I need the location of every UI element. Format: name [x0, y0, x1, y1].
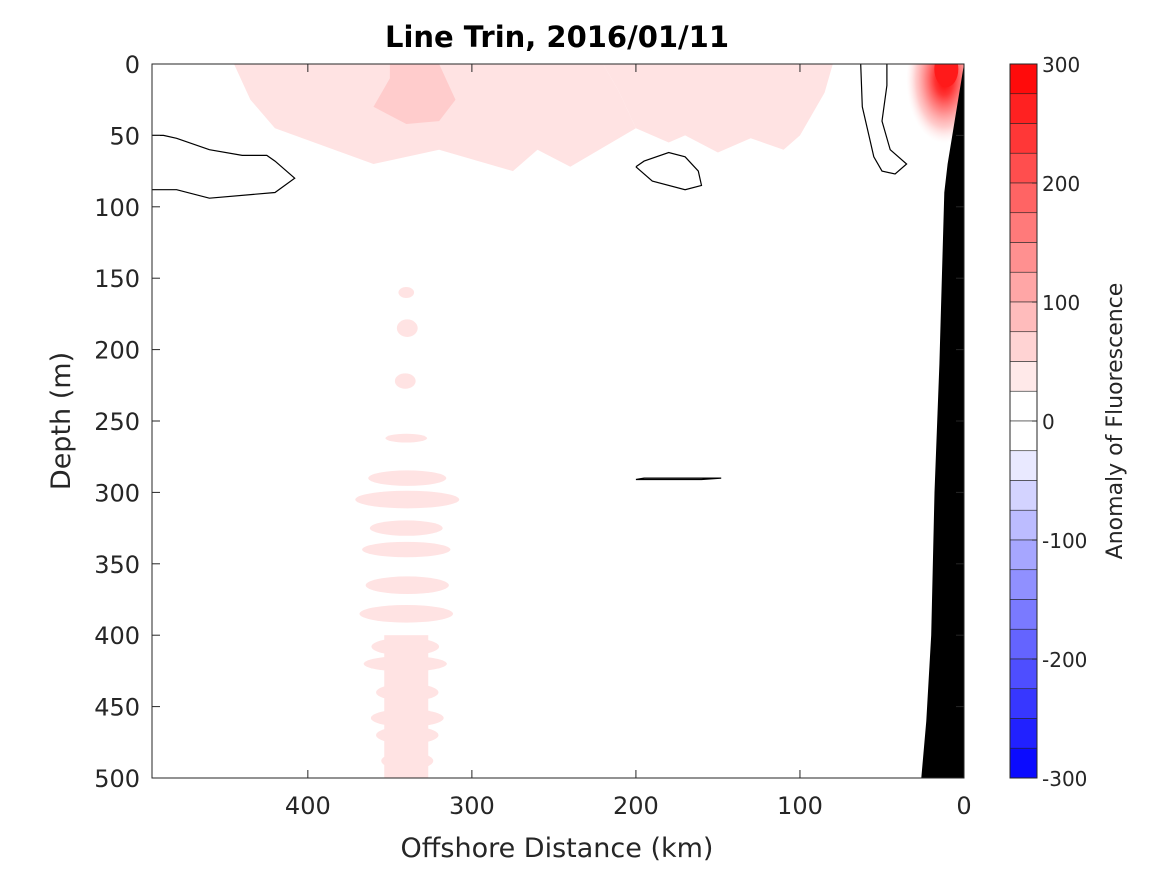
x-tick-label: 300: [449, 792, 495, 820]
y-tick-label: 250: [94, 408, 140, 436]
zero-contour-line: [635, 477, 722, 481]
colorbar-level: [1009, 301, 1038, 333]
colorbar-label: Anomaly of Fluorescence: [1103, 283, 1128, 560]
colorbar-level: [1009, 599, 1038, 630]
colorbar-level: [1009, 152, 1038, 184]
colorbar-level: [1009, 688, 1038, 719]
colorbar-level: [1009, 242, 1038, 273]
colorbar-tick-label: 100: [1042, 291, 1080, 315]
colorbar-level: [1009, 63, 1038, 95]
colorbar-level: [1009, 509, 1038, 541]
deep-anomaly-lobe: [355, 490, 460, 509]
deep-anomaly-lobe: [369, 520, 443, 536]
colorbar-level: [1009, 569, 1038, 600]
x-tick-label: 200: [613, 792, 659, 820]
y-tick-label: 450: [94, 694, 140, 722]
deep-anomaly-lobe: [394, 373, 416, 389]
x-axis-label: Offshore Distance (km): [401, 833, 714, 864]
colorbar-tick-label: -300: [1042, 767, 1087, 791]
colorbar-level: [1009, 212, 1038, 243]
y-tick-label: 300: [94, 479, 140, 507]
colorbar-level: [1009, 182, 1038, 214]
y-tick-label: 150: [94, 265, 140, 293]
plot-background: [152, 64, 964, 778]
x-tick-label: 400: [285, 792, 331, 820]
y-axis-label: Depth (m): [46, 352, 77, 490]
y-tick-label: 500: [94, 765, 140, 793]
y-tick-label: 400: [94, 622, 140, 650]
anomaly-patch: [655, 114, 672, 129]
y-tick-label: 100: [94, 194, 140, 222]
colorbar-level: [1009, 390, 1038, 422]
deep-anomaly-lobe: [362, 541, 451, 558]
colorbar-tick-label: 200: [1042, 172, 1080, 196]
colorbar-level: [1009, 271, 1038, 303]
y-tick-label: 0: [125, 51, 140, 79]
colorbar-level: [1009, 480, 1038, 511]
colorbar-level: [1009, 628, 1038, 660]
deep-anomaly-lobe: [368, 470, 447, 486]
anomaly-patch: [780, 64, 820, 93]
colorbar-level: [1009, 93, 1038, 124]
colorbar-level: [1009, 361, 1038, 392]
colorbar-level: [1009, 420, 1038, 452]
colorbar-level: [1009, 123, 1038, 154]
y-tick-label: 200: [94, 337, 140, 365]
zero-contour-line: [860, 64, 908, 175]
anomaly-patch: [373, 64, 456, 124]
colorbar-tick-label: -200: [1042, 648, 1087, 672]
colorbar-tick-label: -100: [1042, 529, 1087, 553]
colorbar: [1009, 63, 1038, 779]
x-tick-label: 100: [777, 792, 823, 820]
colorbar-level: [1009, 450, 1038, 481]
deep-anomaly-lobe: [359, 604, 454, 623]
colorbar-tick-label: 0: [1042, 410, 1055, 434]
deep-anomaly-lobe: [365, 576, 449, 595]
plot-area: [152, 64, 964, 778]
colorbar-level: [1009, 747, 1038, 779]
colorbar-level: [1009, 331, 1038, 362]
y-tick-label: 350: [94, 551, 140, 579]
coastal-bloom-core: [934, 64, 959, 88]
deep-anomaly-lobe: [396, 319, 418, 337]
zero-contour-line: [635, 151, 703, 191]
y-tick-label: 50: [109, 122, 140, 150]
deep-anomaly-lobe: [398, 286, 415, 298]
bathymetry-shelf: [921, 64, 964, 778]
colorbar-level: [1009, 539, 1038, 571]
zero-contour-line: [152, 134, 296, 199]
colorbar-tick-label: 300: [1042, 53, 1080, 77]
colorbar-level: [1009, 718, 1038, 749]
x-tick-label: 0: [956, 792, 971, 820]
chart-title: Line Trin, 2016/01/11: [385, 20, 729, 54]
colorbar-level: [1009, 658, 1038, 690]
deep-anomaly-band: [384, 635, 429, 778]
deep-anomaly-lobe: [385, 433, 428, 443]
